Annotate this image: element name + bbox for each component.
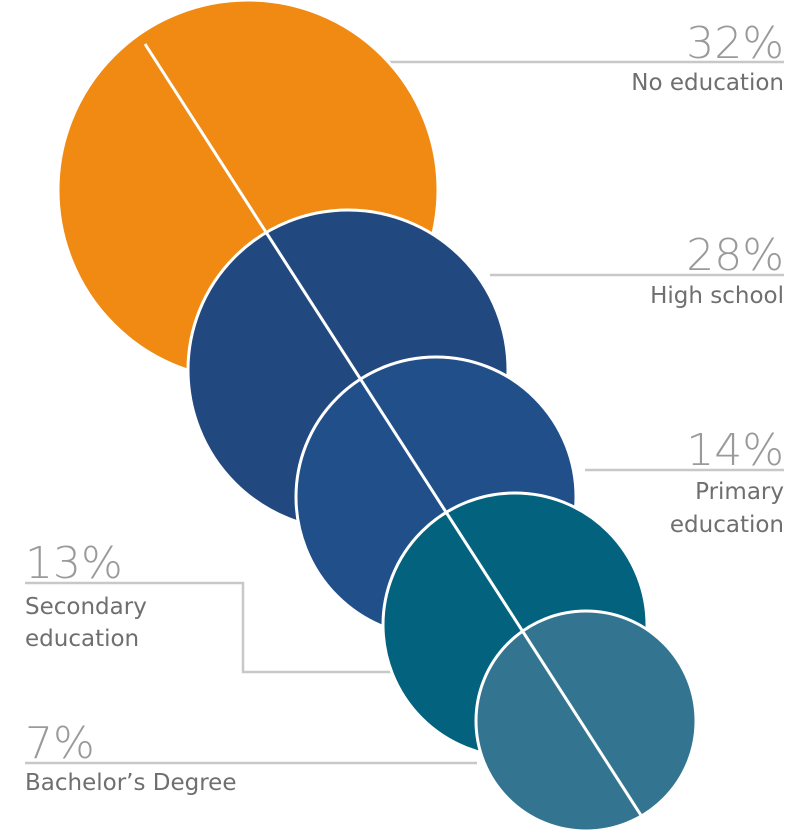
percent-label-primary-education: 14%	[686, 425, 784, 476]
leader-line-secondary-education	[25, 581, 392, 674]
category-label-secondary-education-line-1: Secondary	[25, 594, 147, 620]
category-label-no-education: No education	[631, 70, 784, 96]
percent-label-secondary-education: 13%	[25, 538, 123, 589]
category-label-secondary-education-line-2: education	[25, 626, 139, 652]
labels: 32%No education 28%High school 14% Primary e…	[25, 18, 784, 796]
percent-label-bachelors-degree: 7%	[25, 718, 95, 769]
category-label-primary-education-line-1: Primary	[695, 479, 784, 505]
category-label-bachelors-degree: Bachelor’s Degree	[25, 770, 236, 796]
bubble-bachelors-degree	[474, 609, 698, 833]
category-label-primary-education-line-2: education	[670, 512, 784, 538]
leader-lines	[25, 60, 784, 765]
diagonal-divider	[143, 43, 646, 821]
percent-label-no-education: 32%	[686, 18, 784, 69]
percent-label-high-school: 28%	[686, 230, 784, 281]
bubbles	[56, 0, 698, 833]
category-label-high-school: High school	[650, 283, 784, 309]
